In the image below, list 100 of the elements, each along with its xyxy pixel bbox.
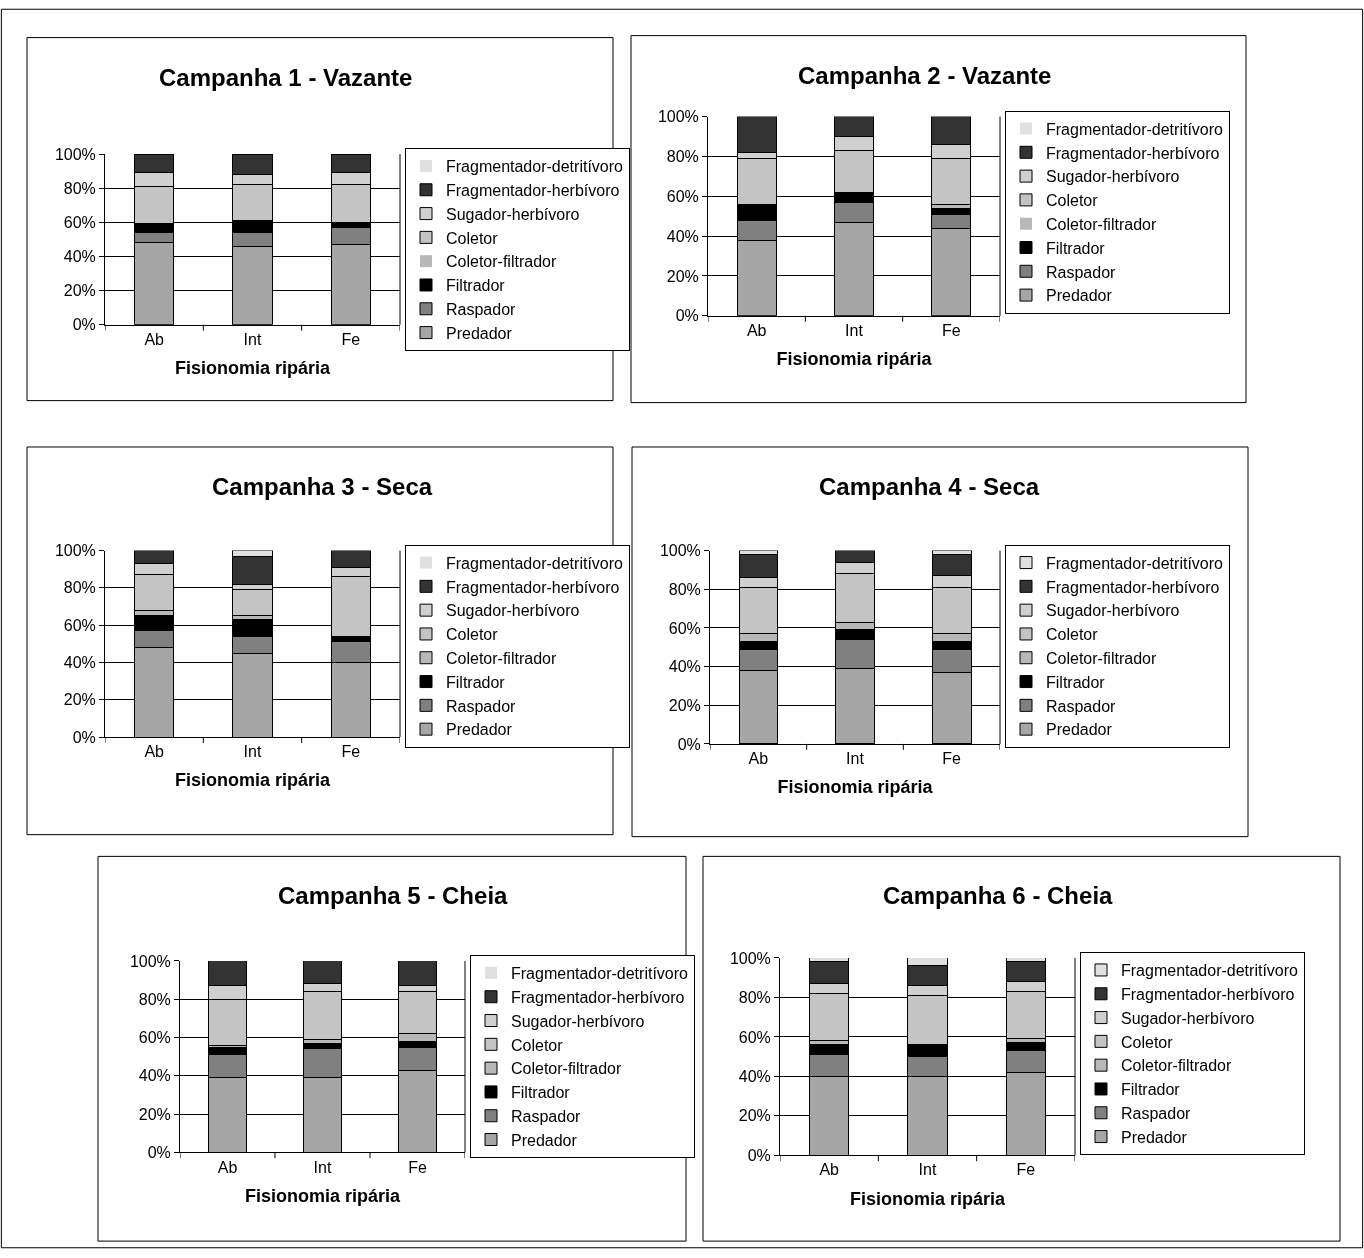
y-tick-label: 60%: [63, 616, 96, 634]
legend-label: Fragmentador-detritívoro: [446, 158, 624, 176]
x-tick-label: Fe: [941, 321, 961, 339]
y-tick-label: 100%: [54, 145, 96, 163]
x-tick-label: Int: [846, 750, 865, 768]
x-tick-label: Int: [243, 743, 262, 761]
y-tick-label: 80%: [138, 990, 171, 1008]
y-tick-label: 60%: [668, 619, 701, 637]
x-tick-label: Ab: [819, 1161, 840, 1179]
chart-title: Campanha 2 - Vazante: [798, 62, 1052, 89]
x-tick-label: Fe: [408, 1158, 427, 1176]
y-tick-label: 0%: [72, 728, 96, 746]
legend-label: Raspador: [1046, 697, 1117, 715]
y-tick-label: 0%: [675, 307, 699, 325]
legend-label: Fragmentador-detritívoro: [1046, 120, 1224, 138]
y-tick-label: 20%: [666, 267, 699, 285]
legend-label: Fragmentador-detritívoro: [511, 965, 689, 983]
y-tick-label: 40%: [666, 227, 699, 245]
legend-label: Predador: [1046, 287, 1113, 305]
y-tick-label: 40%: [138, 1067, 171, 1085]
y-tick-label: 0%: [147, 1143, 171, 1161]
y-tick-label: 20%: [668, 696, 701, 714]
legend-label: Raspador: [1121, 1105, 1192, 1123]
x-tick-label: Ab: [144, 743, 165, 761]
y-tick-label: 80%: [63, 179, 96, 197]
y-tick-label: 80%: [668, 580, 701, 598]
x-axis-title: Fisionomia ripária: [174, 357, 331, 378]
y-tick-label: 100%: [657, 108, 699, 126]
legend-label: Predador: [1046, 721, 1113, 739]
legend-label: Predador: [446, 324, 513, 342]
legend-label: Coletor: [1046, 192, 1099, 210]
y-tick-label: 80%: [666, 147, 699, 165]
chart-title: Campanha 6 - Cheia: [883, 882, 1114, 909]
chart-title: Campanha 1 - Vazante: [159, 64, 413, 91]
legend-label: Coletor: [511, 1036, 564, 1054]
legend-label: Filtrador: [446, 277, 506, 295]
y-tick-label: 40%: [668, 658, 701, 676]
legend-label: Coletor: [446, 229, 499, 247]
legend-label: Sugador-herbívoro: [511, 1012, 645, 1030]
legend-label: Filtrador: [1121, 1081, 1181, 1099]
legend-label: Coletor-filtrador: [1046, 215, 1157, 233]
legend-label: Coletor-filtrador: [446, 253, 557, 271]
y-tick-label: 40%: [738, 1067, 771, 1085]
legend-label: Coletor: [1121, 1033, 1174, 1051]
legend-label: Coletor-filtrador: [446, 649, 557, 667]
y-tick-label: 60%: [63, 213, 96, 231]
legend-label: Fragmentador-herbívoro: [1121, 986, 1295, 1004]
legend-label: Fragmentador-detritívoro: [1121, 962, 1299, 980]
chart-title: Campanha 5 - Cheia: [278, 882, 509, 909]
y-tick-label: 100%: [659, 542, 701, 560]
legend-label: Raspador: [446, 301, 517, 319]
y-tick-label: 60%: [738, 1028, 771, 1046]
legend-label: Fragmentador-herbívoro: [446, 182, 620, 200]
y-tick-label: 20%: [63, 691, 96, 709]
x-tick-label: Ab: [748, 750, 769, 768]
y-tick-label: 40%: [63, 654, 96, 672]
x-tick-label: Int: [918, 1161, 937, 1179]
legend-label: Raspador: [1046, 263, 1117, 281]
x-tick-label: Int: [243, 330, 262, 348]
legend-label: Raspador: [511, 1107, 582, 1125]
legend-label: Coletor-filtrador: [511, 1060, 622, 1078]
legend-label: Fragmentador-herbívoro: [511, 988, 685, 1006]
x-tick-label: Fe: [1016, 1161, 1036, 1179]
legend-label: Sugador-herbívoro: [1046, 602, 1180, 620]
legend-label: Coletor: [1046, 626, 1099, 644]
legend-label: Predador: [446, 721, 513, 739]
x-tick-label: Ab: [746, 321, 767, 339]
chart-title: Campanha 4 - Seca: [819, 473, 1040, 500]
legend-label: Predador: [1121, 1128, 1188, 1146]
legend-label: Fragmentador-herbívoro: [446, 578, 620, 596]
legend-label: Fragmentador-detritívoro: [446, 554, 624, 572]
x-axis-title: Fisionomia ripária: [776, 349, 933, 370]
x-tick-label: Ab: [217, 1158, 238, 1176]
x-tick-label: Fe: [341, 330, 361, 348]
legend-label: Fragmentador-detritívoro: [1046, 554, 1224, 572]
legend-label: Fragmentador-herbívoro: [1046, 144, 1220, 162]
y-tick-label: 0%: [677, 735, 701, 753]
y-tick-label: 60%: [138, 1029, 171, 1047]
legend-label: Sugador-herbívoro: [446, 602, 580, 620]
y-tick-label: 20%: [138, 1105, 171, 1123]
legend-label: Fragmentador-herbívoro: [1046, 578, 1220, 596]
y-tick-label: 20%: [63, 282, 96, 300]
y-tick-label: 80%: [63, 579, 96, 597]
x-tick-label: Fe: [341, 743, 361, 761]
y-tick-label: 20%: [738, 1107, 771, 1125]
legend-label: Sugador-herbívoro: [446, 205, 580, 223]
y-tick-label: 0%: [747, 1146, 771, 1164]
y-tick-label: 80%: [738, 989, 771, 1007]
legend-label: Filtrador: [1046, 673, 1106, 691]
x-axis-title: Fisionomia ripária: [174, 770, 331, 791]
x-tick-label: Ab: [144, 330, 165, 348]
x-tick-label: Int: [313, 1158, 332, 1176]
legend-label: Sugador-herbívoro: [1046, 168, 1180, 186]
y-tick-label: 100%: [729, 949, 771, 967]
chart-title: Campanha 3 - Seca: [212, 473, 433, 500]
y-tick-label: 60%: [666, 187, 699, 205]
legend-label: Coletor-filtrador: [1121, 1057, 1232, 1075]
y-tick-label: 40%: [63, 248, 96, 265]
y-tick-label: 0%: [72, 316, 96, 334]
legend-label: Sugador-herbívoro: [1121, 1009, 1255, 1027]
